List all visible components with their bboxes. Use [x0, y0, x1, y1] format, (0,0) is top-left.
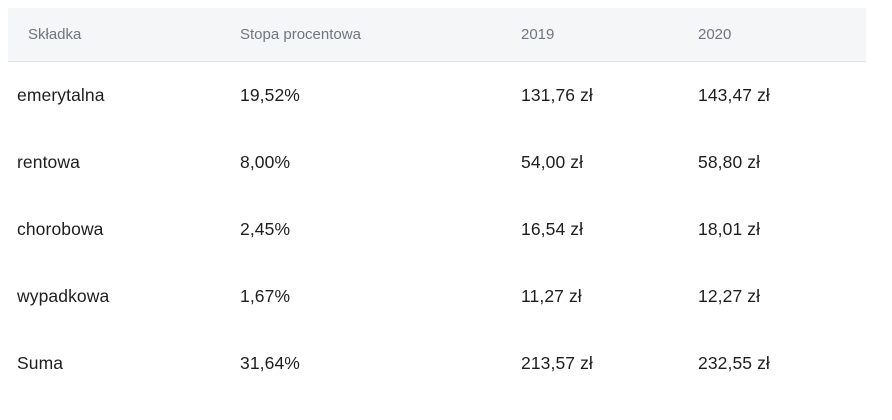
- cell-stopa-procentowa: 8,00%: [240, 152, 291, 172]
- table-row: chorobowa 2,45% 16,54 zł 18,01 zł: [0, 196, 892, 263]
- contributions-table: Składka Stopa procentowa 2019 2020 emery…: [0, 8, 892, 397]
- table-body: emerytalna 19,52% 131,76 zł 143,47 zł rentow…: [0, 62, 892, 397]
- cell-skladka: Suma: [17, 353, 64, 373]
- cell-2020: 232,55 zł: [698, 353, 770, 373]
- cell-skladka: chorobowa: [17, 219, 104, 239]
- cell-stopa-procentowa: 31,64%: [240, 353, 300, 373]
- cell-skladka: rentowa: [17, 152, 80, 172]
- cell-skladka: wypadkowa: [17, 286, 110, 306]
- cell-2019: 213,57 zł: [521, 353, 593, 373]
- table-row: emerytalna 19,52% 131,76 zł 143,47 zł: [0, 62, 892, 129]
- cell-2020: 18,01 zł: [698, 219, 761, 239]
- column-header-2020: 2020: [698, 26, 732, 43]
- column-header-stopa-procentowa: Stopa procentowa: [240, 26, 361, 43]
- table-row: Suma 31,64% 213,57 zł 232,55 zł: [0, 330, 892, 397]
- column-header-2019: 2019: [521, 26, 555, 43]
- cell-2020: 58,80 zł: [698, 152, 761, 172]
- cell-2020: 12,27 zł: [698, 286, 761, 306]
- cell-2019: 11,27 zł: [521, 286, 582, 306]
- cell-stopa-procentowa: 19,52%: [240, 85, 300, 105]
- table-row: wypadkowa 1,67% 11,27 zł 12,27 zł: [0, 263, 892, 330]
- table-header-row: Składka Stopa procentowa 2019 2020: [8, 8, 866, 62]
- cell-2020: 143,47 zł: [698, 85, 770, 105]
- table-row: rentowa 8,00% 54,00 zł 58,80 zł: [0, 129, 892, 196]
- cell-2019: 16,54 zł: [521, 219, 584, 239]
- column-header-skladka: Składka: [28, 26, 82, 43]
- cell-skladka: emerytalna: [17, 85, 105, 105]
- cell-2019: 131,76 zł: [521, 85, 593, 105]
- cell-2019: 54,00 zł: [521, 152, 584, 172]
- cell-stopa-procentowa: 1,67%: [240, 286, 291, 306]
- cell-stopa-procentowa: 2,45%: [240, 219, 291, 239]
